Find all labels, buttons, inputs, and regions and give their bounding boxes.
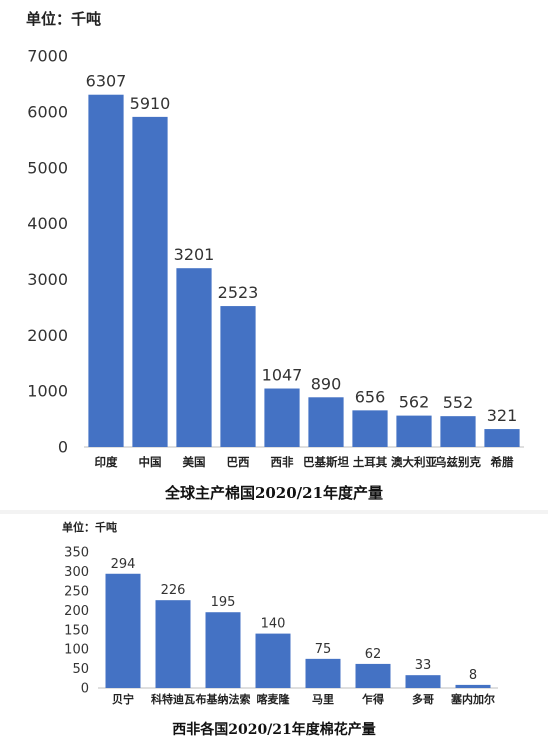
x-tick-label: 中国 — [139, 455, 162, 469]
data-label: 140 — [261, 617, 286, 632]
data-label: 62 — [365, 647, 382, 662]
bar — [132, 116, 168, 448]
y-tick-label: 250 — [64, 584, 89, 599]
x-tick-label: 巴基斯坦 — [303, 455, 349, 469]
bar — [305, 658, 341, 688]
data-label: 562 — [399, 393, 430, 412]
data-label: 195 — [211, 595, 236, 610]
y-tick-label: 6000 — [27, 102, 68, 121]
bar — [396, 415, 432, 447]
y-tick-label: 5000 — [27, 158, 68, 177]
x-tick-label: 土耳其 — [353, 455, 388, 469]
y-tick-label: 3000 — [27, 270, 68, 289]
bar — [205, 612, 241, 688]
global-production-chart: 单位：千吨 0 1000 2000 3000 4000 5000 6000 7000 6307 印… — [26, 10, 524, 502]
x-tick-label: 巴西 — [227, 455, 250, 469]
chart-title: 西非各国2020/21年度棉花产量 — [172, 722, 376, 738]
y-tick-label: 7000 — [27, 47, 68, 66]
x-tick-label: 塞内加尔 — [450, 692, 495, 706]
west-africa-production-plot: 0 50 100 150 200 250 300 350 294 贝宁 226 科特迪瓦 195 布基纳法… — [64, 546, 498, 706]
data-label: 2523 — [218, 283, 259, 302]
y-tick-label: 150 — [64, 623, 89, 638]
bar — [155, 600, 191, 688]
bar — [264, 388, 300, 447]
bar — [255, 633, 291, 688]
data-label: 75 — [315, 642, 332, 657]
x-tick-label: 布基纳法索 — [196, 692, 251, 706]
y-tick-label: 350 — [64, 546, 89, 561]
data-label: 226 — [161, 583, 186, 598]
data-label: 33 — [415, 658, 432, 673]
x-tick-label: 澳大利亚 — [391, 455, 437, 469]
data-label: 5910 — [130, 94, 171, 113]
y-tick-label: 100 — [64, 643, 89, 658]
bar — [352, 410, 388, 447]
bar — [308, 397, 344, 447]
x-tick-label: 科特迪瓦 — [151, 692, 195, 706]
bar — [220, 306, 256, 447]
y-tick-label: 50 — [72, 662, 89, 677]
x-tick-label: 美国 — [183, 455, 206, 469]
unit-label: 单位：千吨 — [62, 521, 117, 534]
data-label: 8 — [469, 668, 477, 683]
y-tick-label: 4000 — [27, 214, 68, 233]
x-tick-label: 多哥 — [412, 692, 434, 706]
y-tick-label: 0 — [81, 682, 89, 697]
bar — [405, 675, 441, 688]
bar — [105, 573, 141, 688]
data-label: 3201 — [174, 245, 215, 264]
x-tick-label: 希腊 — [490, 455, 514, 469]
data-label: 6307 — [86, 72, 127, 91]
chart-title: 全球主产棉国2020/21年度产量 — [164, 484, 384, 502]
west-africa-production-chart: 单位：千吨 0 50 100 150 200 250 300 350 294 贝宁 226 科特迪瓦 1… — [0, 514, 548, 756]
x-tick-label: 乌兹别克 — [435, 455, 481, 469]
data-label: 890 — [311, 374, 342, 393]
data-label: 321 — [487, 406, 518, 425]
data-label: 552 — [443, 393, 474, 412]
x-tick-label: 西非 — [271, 455, 294, 469]
y-tick-label: 300 — [64, 565, 89, 580]
x-tick-label: 乍得 — [362, 692, 384, 706]
bar — [455, 684, 491, 688]
bar — [88, 94, 124, 448]
bar — [440, 416, 476, 447]
bar — [355, 663, 391, 688]
x-tick-label: 贝宁 — [112, 692, 134, 706]
y-tick-label: 1000 — [27, 382, 68, 401]
x-tick-label: 马里 — [312, 693, 334, 706]
bar — [176, 268, 212, 447]
unit-label: 单位：千吨 — [26, 10, 102, 28]
data-label: 1047 — [262, 366, 303, 385]
global-production-plot: 0 1000 2000 3000 4000 5000 6000 7000 6307 印度 5910 中… — [27, 47, 524, 469]
y-tick-label: 200 — [64, 604, 89, 619]
chart-divider — [0, 510, 548, 514]
bar — [484, 429, 520, 447]
data-label: 656 — [355, 387, 386, 406]
y-tick-label: 0 — [58, 438, 68, 457]
x-tick-label: 喀麦隆 — [257, 692, 291, 706]
y-tick-label: 2000 — [27, 326, 68, 345]
data-label: 294 — [111, 557, 136, 572]
x-tick-label: 印度 — [95, 455, 118, 469]
